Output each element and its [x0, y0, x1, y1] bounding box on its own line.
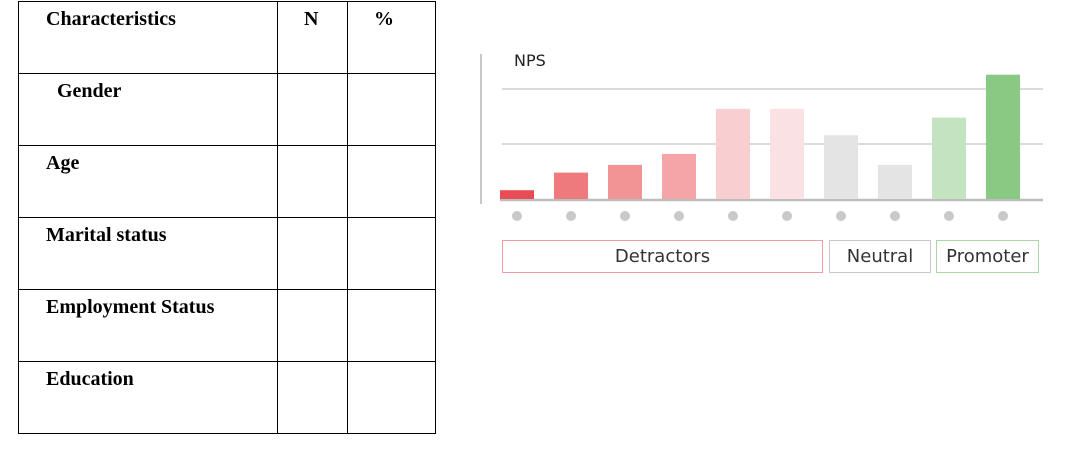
header-characteristics-label: Characteristics: [46, 8, 176, 30]
row-label: Education: [46, 368, 134, 390]
chart-title: NPS: [514, 51, 546, 70]
nps-bar: [716, 108, 750, 199]
n-cell: [277, 361, 348, 434]
row-label: Marital status: [46, 224, 167, 246]
table-header-row: Characteristics N %: [18, 1, 436, 74]
header-percent-label: %: [374, 8, 394, 30]
nps-bar: [662, 153, 696, 199]
row-label: Employment Status: [46, 296, 215, 318]
nps-score-dot: [674, 211, 684, 221]
header-n: N: [277, 1, 348, 74]
nps-score-dot: [782, 211, 792, 221]
row-label-cell: Employment Status: [18, 289, 278, 362]
nps-bar: [554, 172, 588, 199]
n-cell: [277, 289, 348, 362]
table-row: Age: [18, 145, 436, 218]
n-cell: [277, 73, 348, 146]
nps-bar: [986, 74, 1020, 199]
row-label-cell: Gender: [18, 73, 278, 146]
nps-bar: [824, 135, 858, 199]
nps-score-dot: [944, 211, 954, 221]
percent-cell: [347, 73, 436, 146]
row-label: Age: [46, 152, 80, 174]
nps-score-dot: [728, 211, 738, 221]
nps-bar: [770, 108, 804, 199]
header-n-label: N: [304, 8, 319, 30]
nps-chart: NPS Detractors Neutral Promoter: [470, 40, 1060, 290]
nps-score-dot: [890, 211, 900, 221]
percent-cell: [347, 289, 436, 362]
row-label-cell: Marital status: [18, 217, 278, 290]
n-cell: [277, 145, 348, 218]
nps-bar: [500, 190, 534, 199]
percent-cell: [347, 217, 436, 290]
table-row: Employment Status: [18, 289, 436, 362]
table-row: Gender: [18, 73, 436, 146]
row-label-cell: Education: [18, 361, 278, 434]
nps-chart-svg: [480, 54, 1043, 221]
detractors-group-label: Detractors: [502, 240, 823, 273]
nps-bar: [932, 117, 966, 199]
row-label: Gender: [57, 80, 122, 102]
characteristics-table: Characteristics N % Gender Age Marital s…: [18, 1, 436, 434]
nps-score-dot: [836, 211, 846, 221]
nps-bar: [608, 164, 642, 199]
header-percent: %: [347, 1, 436, 74]
neutral-group-label: Neutral: [829, 240, 931, 273]
promoter-group-label: Promoter: [936, 240, 1039, 273]
nps-score-dot: [620, 211, 630, 221]
header-characteristics: Characteristics: [18, 1, 278, 74]
n-cell: [277, 217, 348, 290]
nps-score-dot: [998, 211, 1008, 221]
percent-cell: [347, 145, 436, 218]
nps-bar: [878, 164, 912, 199]
table-row: Education: [18, 361, 436, 434]
nps-score-dot: [512, 211, 522, 221]
nps-score-dot: [566, 211, 576, 221]
percent-cell: [347, 361, 436, 434]
row-label-cell: Age: [18, 145, 278, 218]
table-row: Marital status: [18, 217, 436, 290]
